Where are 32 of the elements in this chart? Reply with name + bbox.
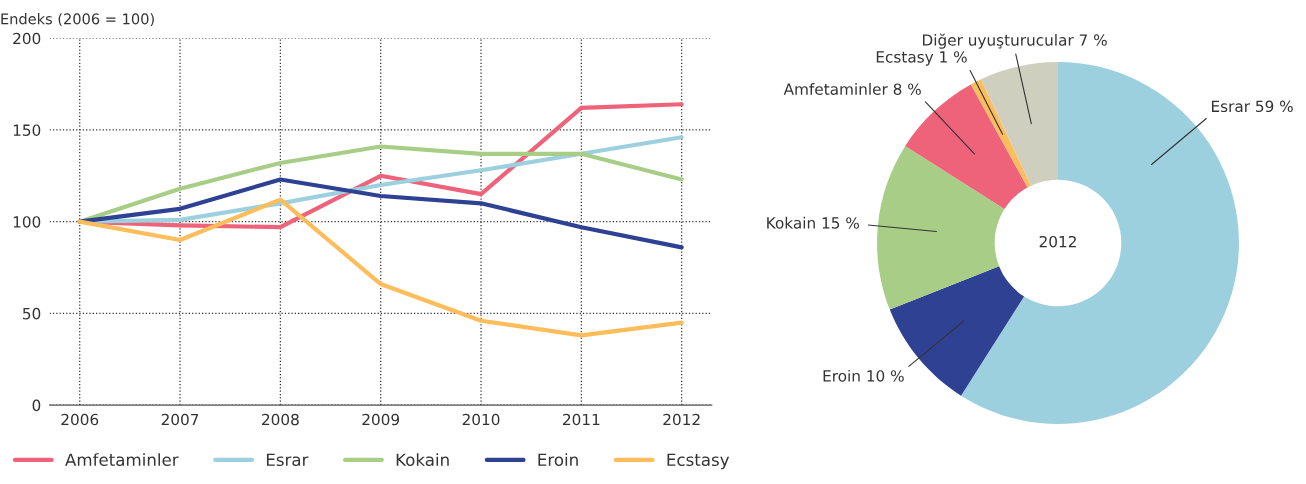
slice-label: Kokain 15 % <box>767 216 859 229</box>
y-tick-label: 150 <box>13 124 41 136</box>
y-tick-label: 0 <box>32 399 41 412</box>
x-tick-label: 2010 <box>462 413 500 426</box>
legend-label: Kokain <box>396 453 449 467</box>
donut-slice <box>980 62 1058 186</box>
y-tick-label: 200 <box>13 32 41 45</box>
line-series <box>77 177 684 250</box>
slice-label: Diğer uyuşturucular 7 % <box>923 33 1107 49</box>
donut-slice <box>970 79 1032 188</box>
donut-slice <box>905 84 1028 210</box>
slice-label: Eroin 10 % <box>823 369 904 382</box>
y-tick-label: 100 <box>13 216 41 228</box>
donut-slice <box>877 146 1005 310</box>
x-tick-label: 2008 <box>262 413 299 426</box>
text: 2012 <box>1039 235 1076 248</box>
donut-slice <box>889 266 1025 396</box>
x-tick-label: 2011 <box>563 413 600 426</box>
legend-label: Amfetaminler <box>65 453 179 467</box>
y-axis-title: Endeks (2006 = 100) <box>1 13 154 27</box>
x-tick-label: 2007 <box>161 413 199 426</box>
x-tick-label: 2009 <box>362 413 400 426</box>
x-tick-label: 2006 <box>61 413 99 426</box>
legend-label: Eroin <box>538 453 578 467</box>
legend-label: Ecstasy <box>667 453 730 470</box>
line-series <box>77 197 684 338</box>
slice-label: Ecstasy 1 % <box>876 51 967 66</box>
x-tick-label: 2012 <box>663 413 700 426</box>
slice-label: Amfetaminler 8 % <box>783 83 921 95</box>
legend-label: Esrar <box>266 453 309 467</box>
slice-label: Esrar 59 % <box>1211 100 1293 113</box>
y-tick-label: 50 <box>23 307 41 320</box>
